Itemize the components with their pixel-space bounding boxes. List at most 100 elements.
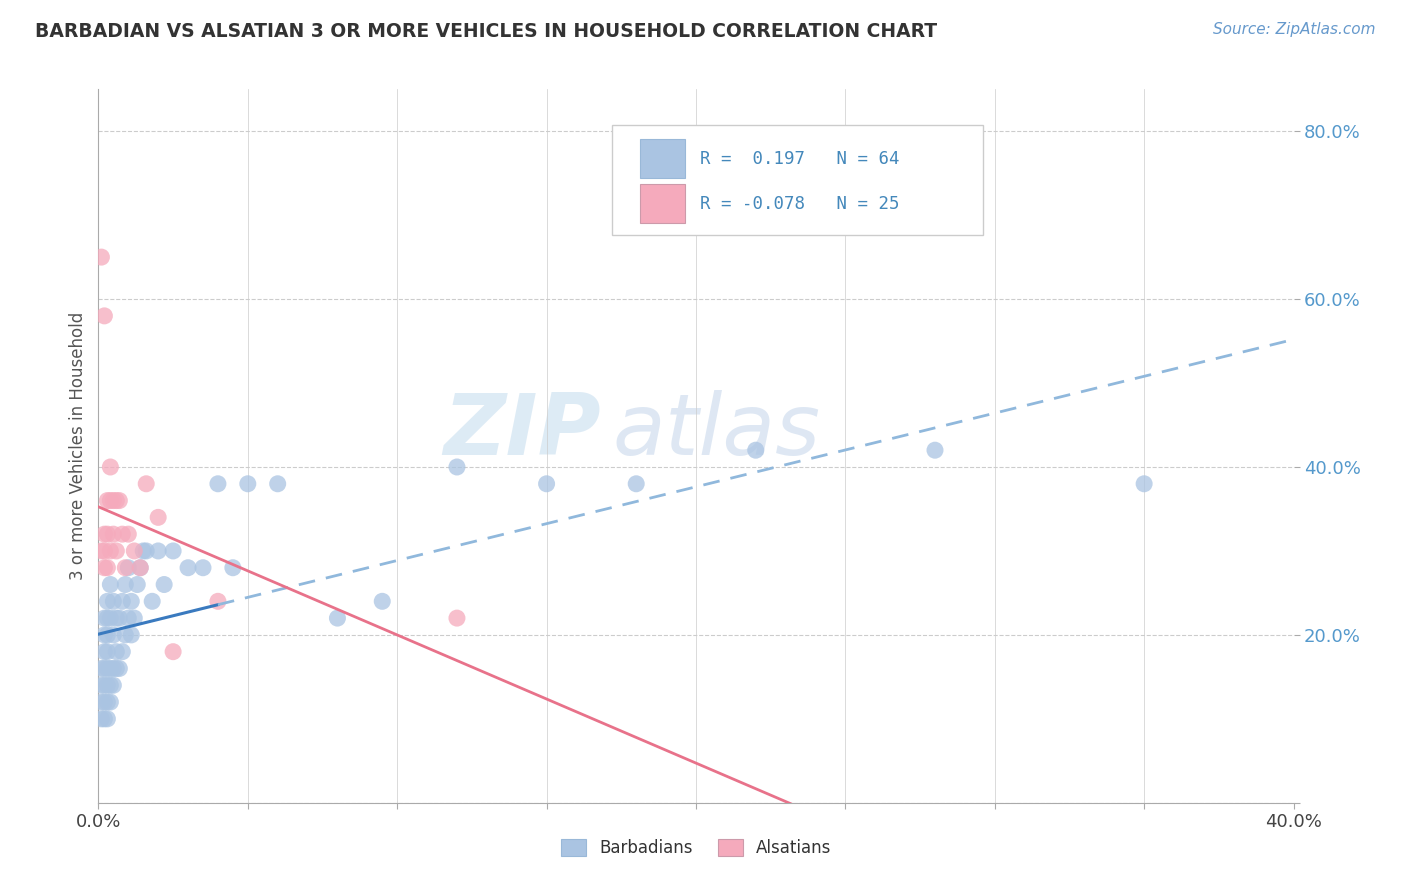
Point [1133, 476, 1156, 491]
Point [90, 712, 112, 726]
Text: BARBADIAN VS ALSATIAN 3 OR MORE VEHICLES IN HOUSEHOLD CORRELATION CHART: BARBADIAN VS ALSATIAN 3 OR MORE VEHICLES… [35, 22, 938, 41]
Point [371, 594, 394, 608]
Point [114, 560, 136, 574]
Point [236, 476, 259, 491]
Text: ZIP: ZIP [443, 390, 600, 474]
Point [98, 695, 122, 709]
Point [111, 594, 134, 608]
Point [117, 560, 139, 574]
Point [90, 661, 112, 675]
Text: atlas: atlas [613, 390, 820, 474]
Point [108, 493, 131, 508]
Point [96, 712, 118, 726]
Point [162, 645, 184, 659]
Point [93, 678, 115, 692]
Point [108, 611, 131, 625]
Point [117, 527, 139, 541]
Point [103, 661, 125, 675]
Point [129, 560, 152, 574]
Point [135, 476, 157, 491]
Point [207, 594, 229, 608]
Bar [640, 184, 685, 223]
Point [90, 250, 112, 264]
Point [96, 661, 118, 675]
Point [326, 611, 349, 625]
Point [93, 611, 115, 625]
Point [222, 560, 245, 574]
Point [153, 577, 176, 591]
Point [96, 493, 118, 508]
Point [93, 661, 115, 675]
Point [93, 695, 115, 709]
Point [103, 594, 125, 608]
Point [93, 712, 115, 726]
Legend: Barbadians, Alsatians: Barbadians, Alsatians [553, 831, 839, 866]
Point [103, 678, 125, 692]
Point [120, 628, 142, 642]
Point [626, 476, 648, 491]
Point [536, 476, 558, 491]
Point [93, 560, 115, 574]
Point [105, 544, 128, 558]
Point [93, 645, 115, 659]
Point [117, 611, 139, 625]
Point [96, 645, 118, 659]
Point [148, 510, 170, 524]
Point [114, 577, 136, 591]
Point [148, 544, 170, 558]
Point [267, 476, 290, 491]
Point [111, 527, 134, 541]
Point [98, 577, 122, 591]
Point [446, 611, 468, 625]
Point [177, 560, 200, 574]
Point [141, 594, 163, 608]
Point [96, 628, 118, 642]
Point [124, 611, 146, 625]
Point [96, 594, 118, 608]
Point [98, 460, 122, 475]
Point [127, 577, 149, 591]
Point [124, 544, 146, 558]
Point [162, 544, 184, 558]
Point [98, 678, 122, 692]
Point [105, 493, 128, 508]
Point [96, 560, 118, 574]
Point [103, 493, 125, 508]
Point [103, 527, 125, 541]
Point [114, 628, 136, 642]
Point [93, 628, 115, 642]
Point [93, 544, 115, 558]
Point [90, 544, 112, 558]
Point [108, 661, 131, 675]
Point [135, 544, 157, 558]
Point [105, 611, 128, 625]
Point [90, 695, 112, 709]
Point [98, 611, 122, 625]
Point [96, 678, 118, 692]
Point [103, 628, 125, 642]
Point [96, 695, 118, 709]
Point [111, 645, 134, 659]
Point [745, 443, 768, 458]
Point [191, 560, 214, 574]
Point [96, 611, 118, 625]
Point [120, 594, 142, 608]
Point [98, 661, 122, 675]
Point [132, 544, 155, 558]
Y-axis label: 3 or more Vehicles in Household: 3 or more Vehicles in Household [69, 312, 87, 580]
Text: R = -0.078   N = 25: R = -0.078 N = 25 [700, 194, 898, 212]
Point [207, 476, 229, 491]
FancyBboxPatch shape [613, 125, 983, 235]
Point [93, 527, 115, 541]
Point [93, 309, 115, 323]
Point [446, 460, 468, 475]
Point [924, 443, 946, 458]
Point [105, 661, 128, 675]
Bar [640, 139, 685, 178]
Text: R =  0.197   N = 64: R = 0.197 N = 64 [700, 150, 898, 168]
Point [96, 527, 118, 541]
Point [98, 493, 122, 508]
Text: Source: ZipAtlas.com: Source: ZipAtlas.com [1212, 22, 1375, 37]
Point [90, 678, 112, 692]
Point [129, 560, 152, 574]
